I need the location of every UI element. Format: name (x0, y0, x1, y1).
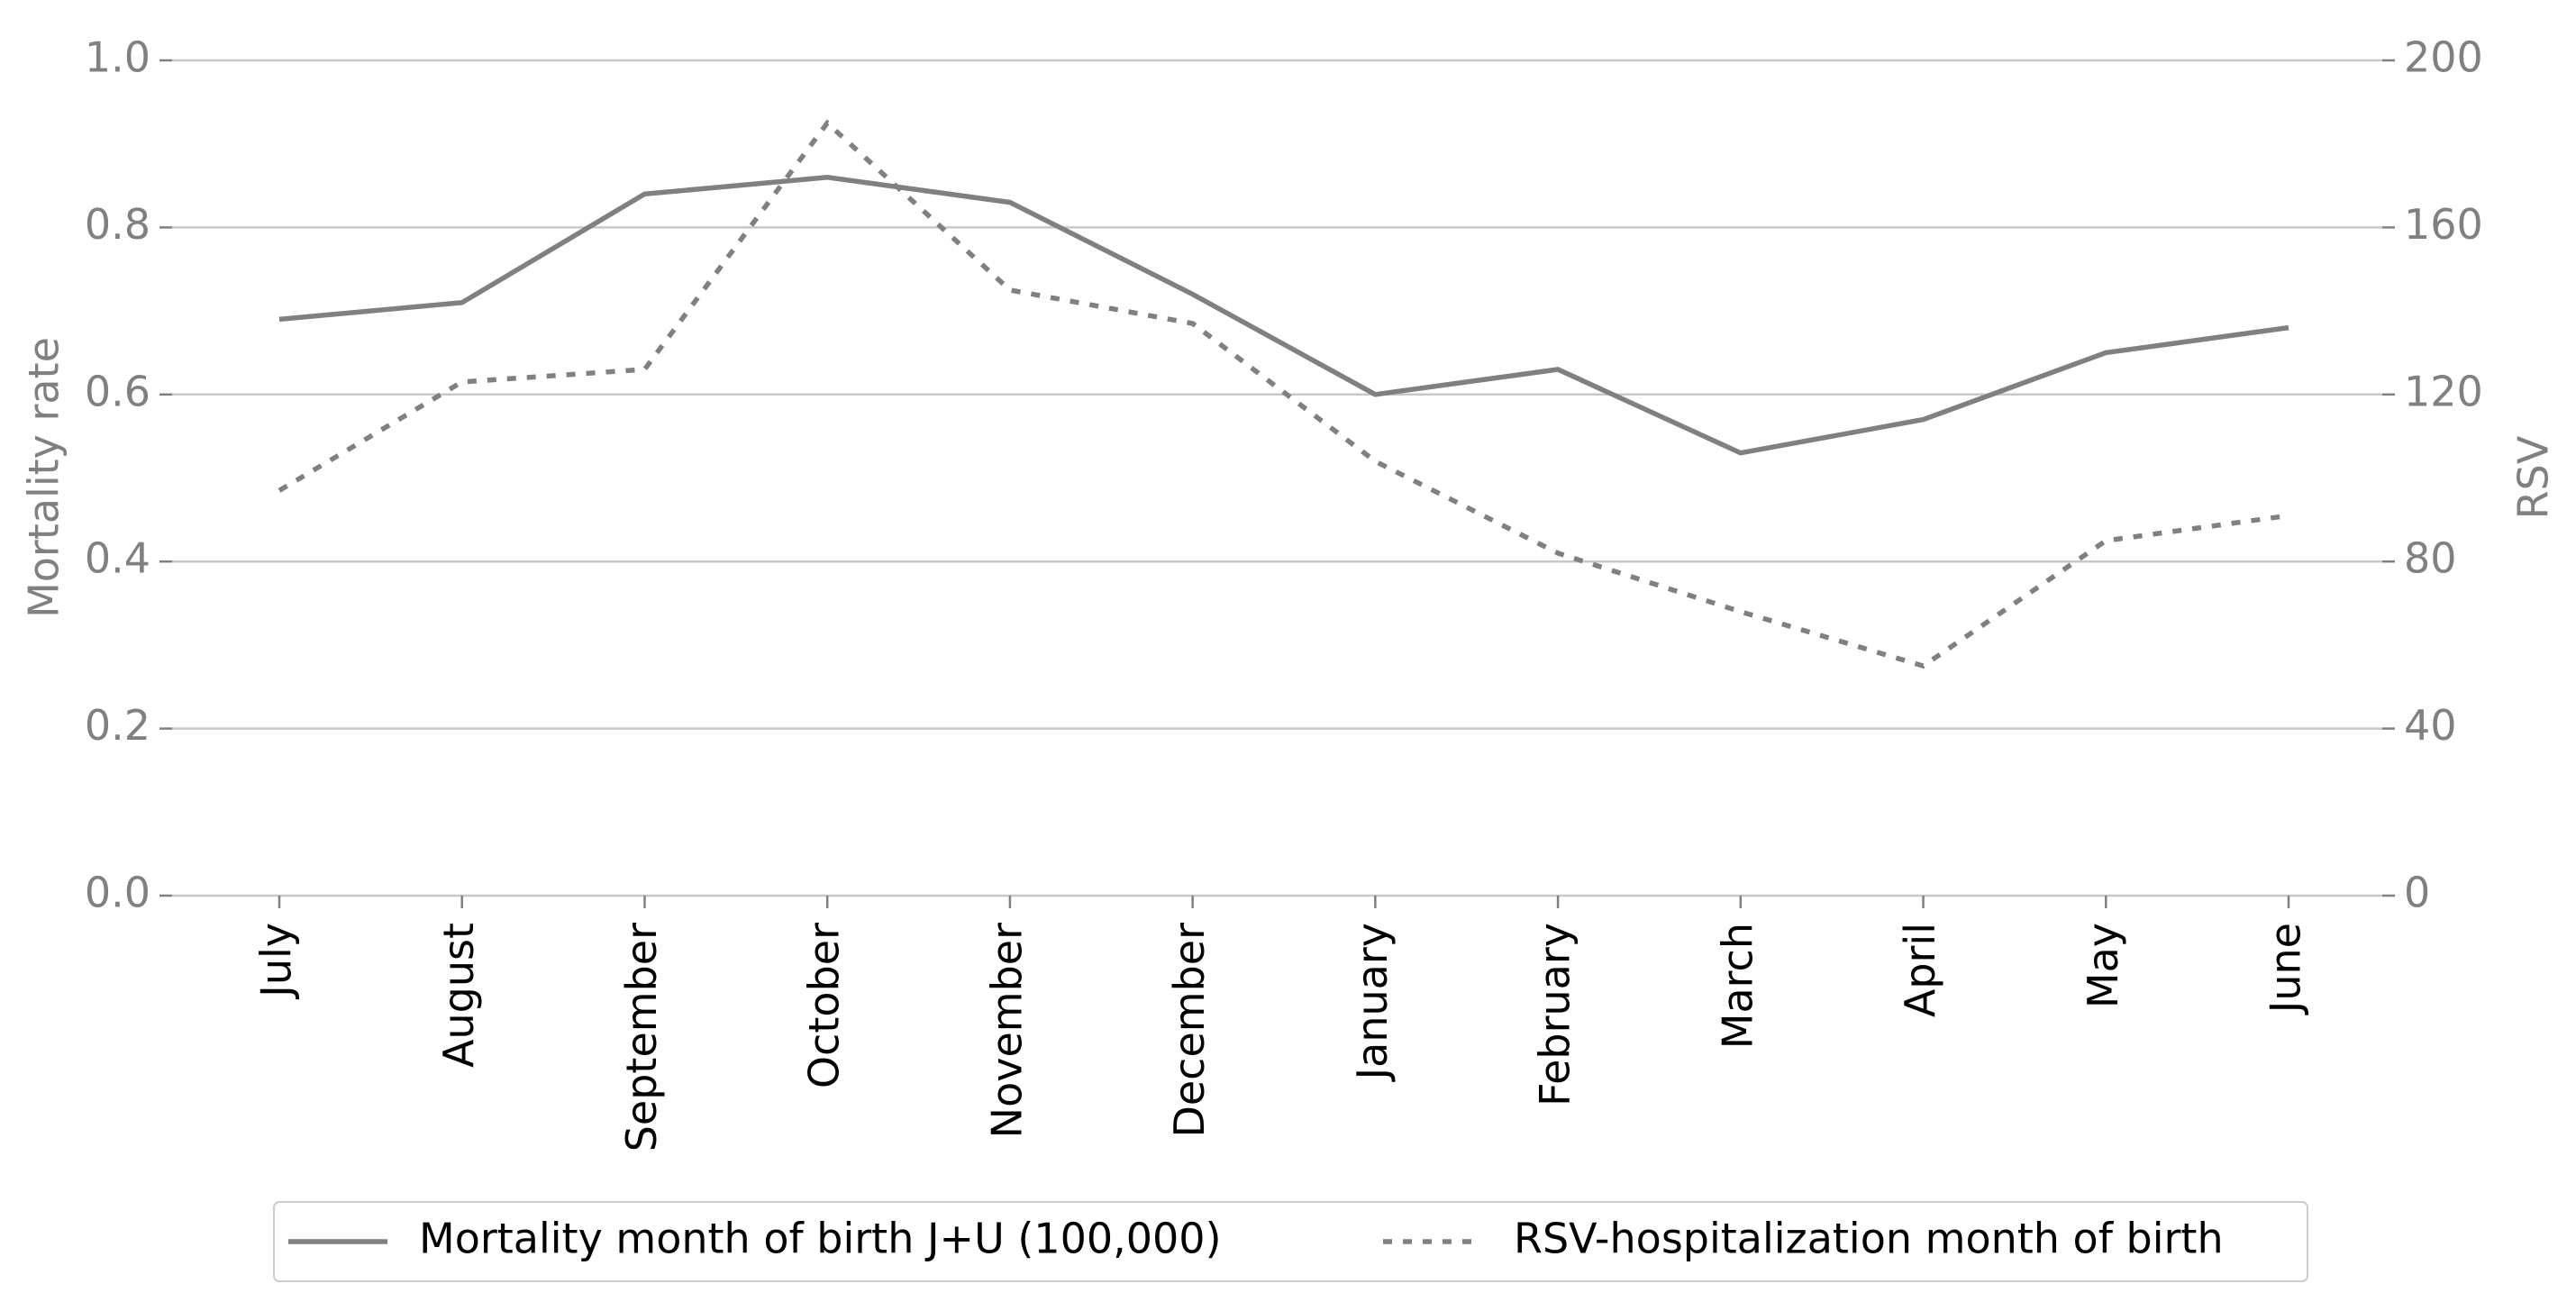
y-axis-label: Mortality rate (20, 337, 68, 618)
y2-tick-label: 200 (2404, 33, 2483, 82)
y2-tick-label: 40 (2404, 701, 2457, 750)
series-line (278, 175, 2289, 456)
legend-label: RSV-hospitalization month of birth (1514, 1215, 2224, 1263)
y-tick-label: 0.8 (85, 200, 150, 249)
x-tick-label: April (1896, 923, 1944, 1017)
y-tick-label: 0.0 (85, 869, 150, 917)
x-tick-label: October (800, 923, 849, 1088)
legend-label: Mortality month of birth J+U (100,000) (419, 1215, 1222, 1263)
x-tick-label: February (1531, 923, 1579, 1106)
x-tick-label: September (617, 923, 666, 1152)
x-tick-label: August (434, 923, 483, 1068)
y2-tick-label: 160 (2404, 200, 2483, 249)
y-tick-label: 0.2 (85, 701, 150, 750)
x-tick-label: July (252, 923, 301, 1000)
x-tick-label: December (1165, 923, 1214, 1138)
x-tick-label: March (1713, 923, 1761, 1049)
y-tick-label: 1.0 (85, 33, 150, 82)
y2-axis-label: RSV (2509, 435, 2558, 519)
legend-box (273, 1201, 2308, 1282)
x-tick-label: January (1348, 923, 1397, 1082)
x-tick-label: November (982, 923, 1031, 1138)
y2-tick-label: 120 (2404, 367, 2483, 415)
x-tick-label: June (2262, 923, 2310, 1015)
y-tick-label: 0.6 (85, 367, 150, 415)
y2-tick-label: 80 (2404, 534, 2457, 583)
y-tick-label: 0.4 (85, 534, 150, 583)
series-line (278, 119, 2289, 669)
x-tick-label: May (2079, 923, 2127, 1008)
y2-tick-label: 0 (2404, 869, 2430, 917)
